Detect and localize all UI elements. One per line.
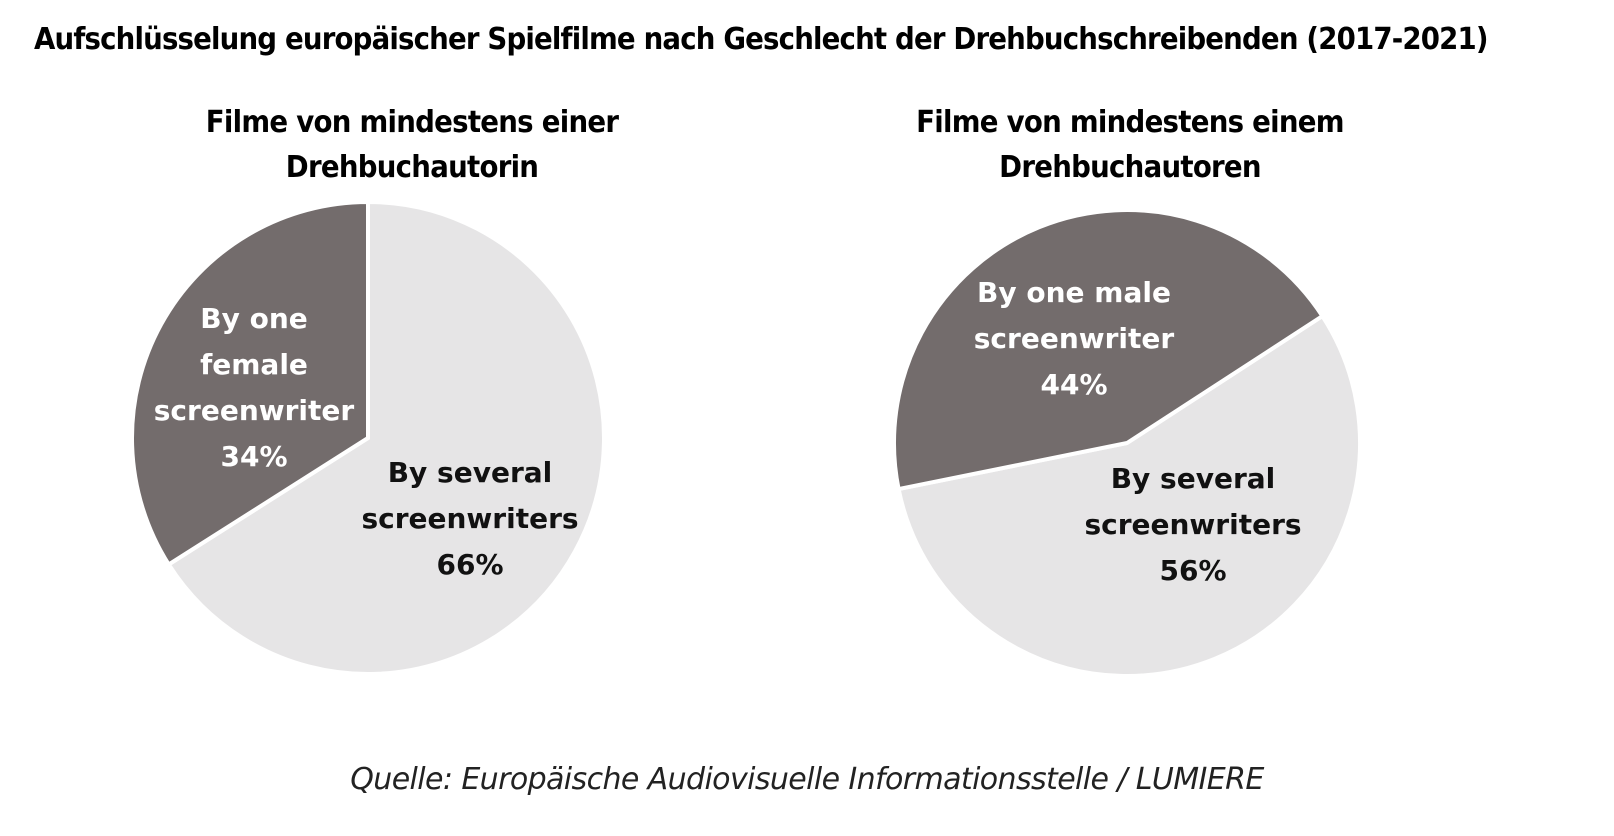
pie-right-title-line-1: Filme von mindestens einem <box>916 105 1344 140</box>
pie-1-slice-1 <box>892 208 1326 492</box>
pie-right-title-line-2: Drehbuchautoren <box>999 150 1261 185</box>
pie-0-slice-0-label-line: screenwriters <box>361 502 578 535</box>
pie-right-title: Filme von mindestens einem Drehbuchautor… <box>891 100 1369 190</box>
pie-left-title-line-2: Drehbuchautorin <box>285 150 539 185</box>
pie-0-slice-0-value-label: 66% <box>436 548 503 581</box>
pie-1-slice-1-label-line: By one male <box>977 276 1171 309</box>
source-note: Quelle: Europäische Audiovisuelle Inform… <box>350 762 1264 797</box>
pie-left-title: Filme von mindestens einer Drehbuchautor… <box>182 100 642 190</box>
pie-1-slice-0-value-label: 56% <box>1159 554 1226 587</box>
pie-left-title-line-1: Filme von mindestens einer <box>205 105 619 140</box>
pie-1-slice-0 <box>896 313 1362 678</box>
pie-1-slice-0-label-line: screenwriters <box>1084 508 1301 541</box>
pie-0-slice-1 <box>130 199 370 568</box>
pie-0-slice-1-label-line: female <box>200 348 308 381</box>
chart-title: Aufschlüsselung europäischer Spielfilme … <box>34 22 1488 57</box>
pie-0-slice-1-label-line: screenwriter <box>154 394 355 427</box>
pie-0-slice-0-label-line: By several <box>388 456 553 489</box>
pie-1-slice-0-label-line: By several <box>1111 462 1276 495</box>
pie-1-slice-1-value-label: 44% <box>1040 368 1107 401</box>
pie-1-slice-1-label-line: screenwriter <box>974 322 1175 355</box>
pie-0-slice-0 <box>165 199 606 676</box>
pie-0-slice-1-label-line: By one <box>200 302 308 335</box>
pie-0-slice-1-value-label: 34% <box>220 440 287 473</box>
